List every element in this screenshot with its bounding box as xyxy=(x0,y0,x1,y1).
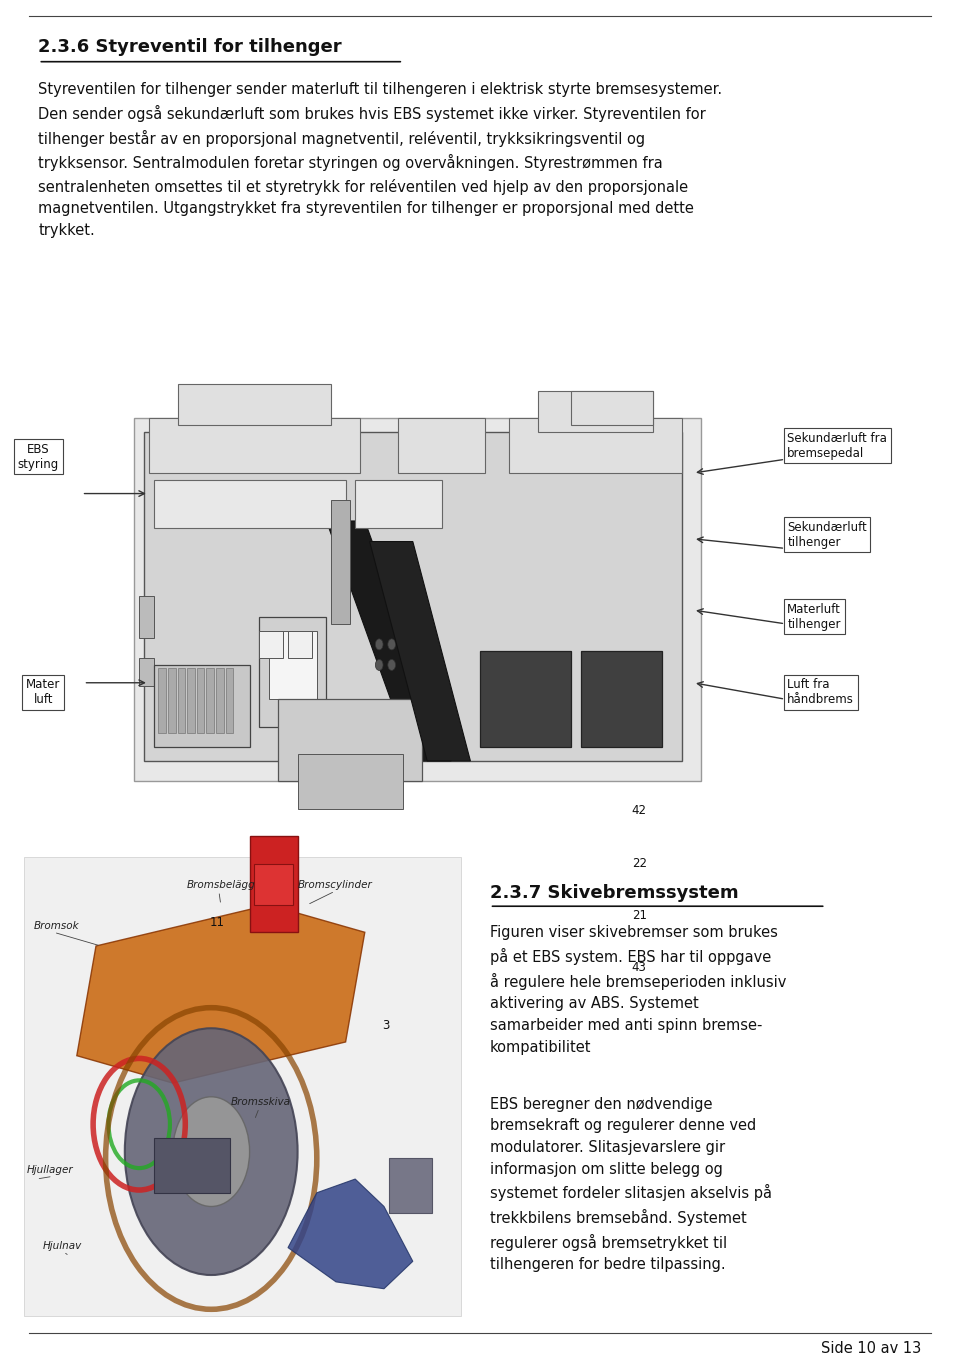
FancyBboxPatch shape xyxy=(389,1152,432,1206)
FancyBboxPatch shape xyxy=(154,480,346,528)
FancyBboxPatch shape xyxy=(178,384,331,425)
FancyBboxPatch shape xyxy=(154,1138,230,1193)
FancyBboxPatch shape xyxy=(398,418,485,473)
Polygon shape xyxy=(370,542,470,761)
Text: 11: 11 xyxy=(209,916,225,930)
FancyBboxPatch shape xyxy=(158,668,166,733)
Text: Hjullager: Hjullager xyxy=(27,1165,74,1175)
FancyBboxPatch shape xyxy=(24,857,461,1316)
Circle shape xyxy=(375,659,383,670)
FancyBboxPatch shape xyxy=(226,668,233,733)
Text: Materluft
tilhenger: Materluft tilhenger xyxy=(787,603,841,631)
Polygon shape xyxy=(77,905,365,1083)
Text: Bromsbelägg: Bromsbelägg xyxy=(187,880,256,890)
FancyBboxPatch shape xyxy=(168,668,176,733)
FancyBboxPatch shape xyxy=(355,480,442,528)
FancyBboxPatch shape xyxy=(197,668,204,733)
FancyBboxPatch shape xyxy=(250,836,298,932)
FancyBboxPatch shape xyxy=(149,418,360,473)
Text: Sekundærluft fra
bremsepedal: Sekundærluft fra bremsepedal xyxy=(787,432,887,459)
Circle shape xyxy=(125,1028,298,1275)
FancyBboxPatch shape xyxy=(581,651,662,747)
Text: Bromsskiva: Bromsskiva xyxy=(230,1097,290,1106)
FancyBboxPatch shape xyxy=(206,668,214,733)
Circle shape xyxy=(388,659,396,670)
FancyBboxPatch shape xyxy=(259,617,326,727)
FancyBboxPatch shape xyxy=(187,668,195,733)
Text: Figuren viser skivebremser som brukes
på et EBS system. EBS har til oppgave
å re: Figuren viser skivebremser som brukes på… xyxy=(490,925,786,1054)
Text: 22: 22 xyxy=(632,857,647,871)
Text: 43: 43 xyxy=(632,961,646,975)
Text: Mater
luft: Mater luft xyxy=(26,679,60,706)
FancyBboxPatch shape xyxy=(480,651,571,747)
Text: 2.3.7 Skivebremssystem: 2.3.7 Skivebremssystem xyxy=(490,884,738,902)
FancyBboxPatch shape xyxy=(216,668,224,733)
FancyBboxPatch shape xyxy=(269,631,317,699)
Text: 42: 42 xyxy=(632,803,647,817)
FancyBboxPatch shape xyxy=(154,665,250,747)
Text: Styreventilen for tilhenger sender materluft til tilhengeren i elektrisk styrte : Styreventilen for tilhenger sender mater… xyxy=(38,82,723,237)
FancyBboxPatch shape xyxy=(144,432,682,761)
Text: 3: 3 xyxy=(382,1019,390,1032)
Text: Luft fra
håndbrems: Luft fra håndbrems xyxy=(787,679,854,706)
Text: Side 10 av 13: Side 10 av 13 xyxy=(822,1341,922,1356)
Circle shape xyxy=(388,639,396,650)
Circle shape xyxy=(375,639,383,650)
FancyBboxPatch shape xyxy=(134,418,701,781)
Text: 21: 21 xyxy=(632,909,647,923)
FancyBboxPatch shape xyxy=(331,500,350,624)
Polygon shape xyxy=(288,1179,413,1289)
Text: Hjulnav: Hjulnav xyxy=(43,1241,83,1250)
FancyBboxPatch shape xyxy=(139,596,154,638)
FancyBboxPatch shape xyxy=(288,631,312,658)
FancyBboxPatch shape xyxy=(571,391,653,425)
FancyBboxPatch shape xyxy=(298,754,403,809)
Text: Bromscylinder: Bromscylinder xyxy=(298,880,372,890)
Circle shape xyxy=(173,1097,250,1206)
Text: Bromsok: Bromsok xyxy=(34,921,80,931)
Text: 2.3.6 Styreventil for tilhenger: 2.3.6 Styreventil for tilhenger xyxy=(38,38,342,56)
Text: Sekundærluft
tilhenger: Sekundærluft tilhenger xyxy=(787,521,867,548)
FancyBboxPatch shape xyxy=(178,668,185,733)
FancyBboxPatch shape xyxy=(389,1158,432,1213)
Text: EBS beregner den nødvendige
bremsekraft og regulerer denne ved
modulatorer. Slit: EBS beregner den nødvendige bremsekraft … xyxy=(490,1097,772,1272)
FancyBboxPatch shape xyxy=(139,658,154,686)
FancyBboxPatch shape xyxy=(509,418,682,473)
FancyBboxPatch shape xyxy=(278,699,422,781)
Polygon shape xyxy=(326,521,451,761)
FancyBboxPatch shape xyxy=(254,864,293,905)
FancyBboxPatch shape xyxy=(259,631,283,658)
Text: EBS
styring: EBS styring xyxy=(18,443,59,470)
FancyBboxPatch shape xyxy=(538,391,653,432)
